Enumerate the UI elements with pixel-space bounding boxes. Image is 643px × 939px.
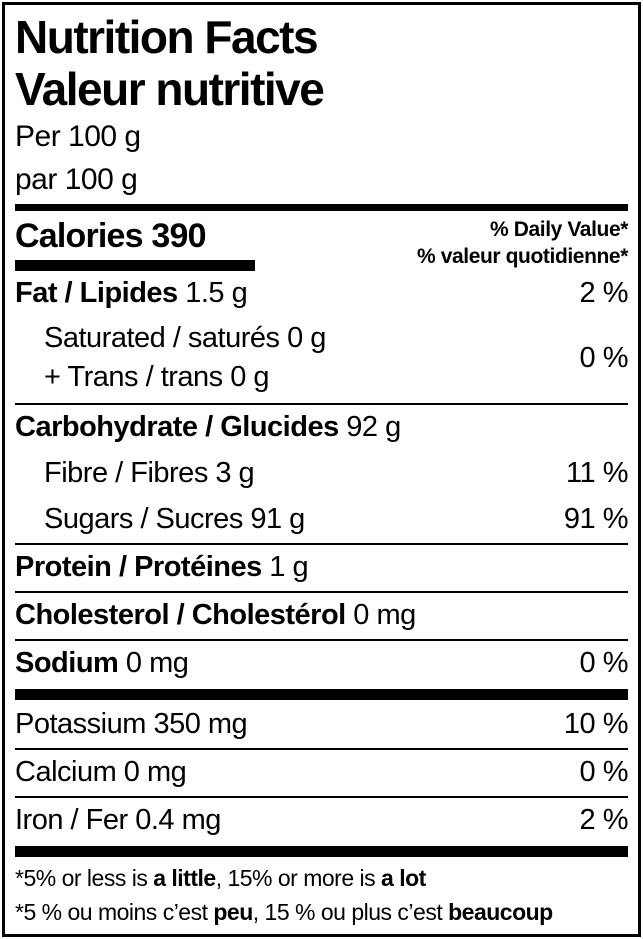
nutrient-label: Fat / Lipides 1.5 g <box>15 275 248 312</box>
nutrient-name: Carbohydrate / Glucides <box>15 411 339 443</box>
nutrient-rows: Fat / Lipides 1.5 g 2 % Saturated / saturé… <box>15 271 629 857</box>
footnote-en: *5% or less is a little, 15% or more is … <box>15 861 628 895</box>
footnote-fr: *5 % ou moins c’est peu, 15 % ou plus c’… <box>15 895 628 929</box>
nutrient-label: Sodium 0 mg <box>15 645 189 682</box>
nutrient-row-sodium: Sodium 0 mg 0 % <box>15 641 629 687</box>
nutrient-percent: 2 % <box>579 804 629 836</box>
nutrient-line-2: + Trans / trans 0 g <box>44 361 270 393</box>
nutrient-label: Fibre / Fibres 3 g <box>15 455 255 492</box>
nutrient-percent: 0 % <box>579 756 629 788</box>
daily-value-header: % Daily Value* % valeur quotidienne* <box>417 216 628 271</box>
nutrient-row-cholesterol: Cholesterol / Cholestérol 0 mg <box>15 593 628 639</box>
nutrient-name-amount: Calcium 0 mg <box>15 756 187 788</box>
nutrient-row-potassium: Potassium 350 mg 10 % <box>15 702 629 748</box>
divider-thin <box>15 748 628 750</box>
nutrient-name-amount: Iron / Fer 0.4 mg <box>15 804 221 836</box>
title-en: Nutrition Facts <box>15 11 319 63</box>
nutrient-amount: 1.5 g <box>177 277 248 309</box>
nutrient-label: Potassium 350 mg <box>15 706 248 743</box>
nutrient-label: Protein / Protéines 1 g <box>15 549 309 586</box>
divider-thin <box>15 639 628 641</box>
calories-row: Calories 390 % Daily Value* % valeur quo… <box>15 216 628 271</box>
nutrient-percent: 0 % <box>579 647 629 679</box>
nutrient-name-amount: Sugars / Sucres 91 g <box>44 503 305 535</box>
calories-label: Calories 390 <box>15 217 207 255</box>
divider-thin <box>15 543 628 545</box>
nutrient-amount: 92 g <box>338 411 401 443</box>
nutrient-row-iron: Iron / Fer 0.4 mg 2 % <box>15 798 629 844</box>
nutrient-label: Cholesterol / Cholestérol 0 mg <box>15 597 416 634</box>
footnote-segment: beaucoup <box>448 899 553 925</box>
nutrient-name: Sodium <box>15 647 119 679</box>
title-fr: Valeur nutritive <box>15 63 325 115</box>
divider-thin <box>15 403 628 405</box>
calories-block: Calories 390 <box>15 216 255 271</box>
nutrient-row-calcium: Calcium 0 mg 0 % <box>15 750 629 796</box>
footnote-segment: , 15% or more is <box>215 865 382 891</box>
nutrient-percent: 11 % <box>566 457 628 489</box>
nutrient-line-1: Saturated / saturés 0 g <box>44 322 326 354</box>
nutrient-percent: 0 % <box>579 341 629 374</box>
nutrient-name-amount: Fibre / Fibres 3 g <box>44 457 255 489</box>
nutrient-row-fat: Fat / Lipides 1.5 g 2 % <box>15 271 629 317</box>
nutrient-row-fibre: Fibre / Fibres 3 g 11 % <box>15 451 628 497</box>
divider-thick <box>15 689 628 700</box>
nutrient-label: Iron / Fer 0.4 mg <box>15 802 221 839</box>
nutrient-amount: 1 g <box>261 551 309 583</box>
nutrient-percent: 10 % <box>563 708 629 740</box>
footnote-segment: , 15 % ou plus c’est <box>252 899 449 925</box>
footnotes: *5% or less is a little, 15% or more is … <box>15 861 628 929</box>
nutrient-row-saturated-trans: Saturated / saturés 0 g + Trans / trans 0… <box>15 317 629 403</box>
divider-thick-top <box>15 204 628 211</box>
footnote-segment: a lot <box>381 865 426 891</box>
nutrient-name: Protein / Protéines <box>15 551 262 583</box>
nutrient-label: Carbohydrate / Glucides 92 g <box>15 409 401 446</box>
divider-thin <box>15 591 628 593</box>
nutrient-name: Cholesterol / Cholestérol <box>15 599 346 631</box>
footnote-segment: a little <box>153 865 216 891</box>
nutrient-name-amount: Potassium 350 mg <box>15 708 248 740</box>
nutrient-amount: 0 mg <box>118 647 189 679</box>
divider-thick <box>15 846 628 857</box>
divider-thin <box>15 796 628 798</box>
nutrient-percent: 91 % <box>563 503 629 535</box>
nutrient-label: Saturated / saturés 0 g + Trans / trans 0… <box>15 319 326 397</box>
nutrient-row-sugars: Sugars / Sucres 91 g 91 % <box>15 497 629 543</box>
calories-underline-bar <box>15 260 255 271</box>
daily-value-header-fr: % valeur quotidienne* <box>417 245 628 268</box>
nutrient-percent: 2 % <box>579 277 629 309</box>
nutrient-amount: 0 mg <box>345 599 416 631</box>
nutrient-row-protein: Protein / Protéines 1 g <box>15 545 628 591</box>
nutrient-label: Calcium 0 mg <box>15 754 187 791</box>
nutrient-name: Fat / Lipides <box>15 277 178 309</box>
serving-size-en: Per 100 g <box>15 120 141 153</box>
nutrient-label: Sugars / Sucres 91 g <box>15 501 305 538</box>
daily-value-header-en: % Daily Value* <box>490 218 628 241</box>
footnote-segment: peu <box>213 899 253 925</box>
footnote-segment: *5 % ou moins c’est <box>15 899 214 925</box>
serving-size-fr: par 100 g <box>15 163 138 196</box>
nutrient-row-carbohydrate: Carbohydrate / Glucides 92 g <box>15 405 628 451</box>
footnote-segment: *5% or less is <box>15 865 154 891</box>
